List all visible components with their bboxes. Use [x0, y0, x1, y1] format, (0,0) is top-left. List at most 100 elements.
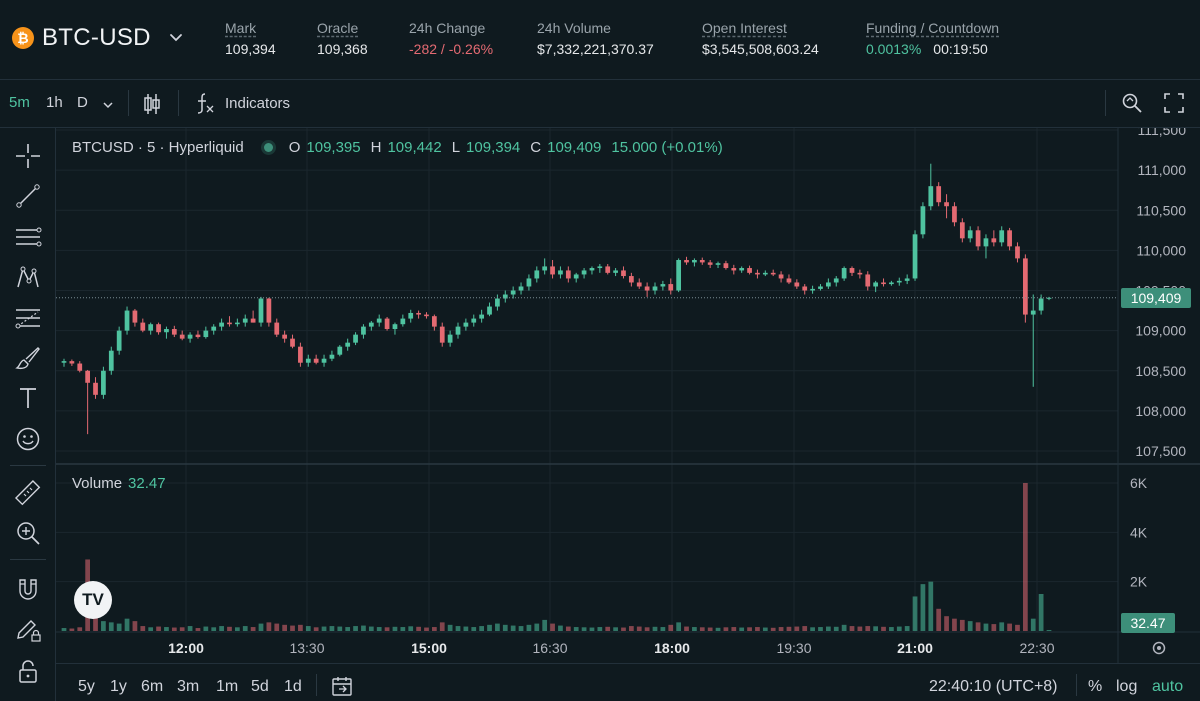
pair-selector[interactable]: ₿ BTC-USD — [12, 24, 185, 52]
volume-bar — [416, 626, 421, 631]
candle-body — [487, 306, 492, 315]
candle-body — [621, 270, 626, 277]
price-chart[interactable]: 111,500111,000110,500110,000109,500109,0… — [56, 128, 1200, 663]
stat-label[interactable]: Oracle — [317, 20, 359, 36]
candle-body — [1038, 298, 1044, 311]
candle-body — [723, 263, 729, 269]
volume-bar — [912, 596, 918, 631]
low-value: 109,394 — [466, 139, 521, 156]
candle-body — [384, 318, 390, 330]
candle-body — [770, 272, 776, 275]
volume-bar — [692, 627, 697, 631]
candle-body — [684, 260, 689, 263]
trendline-tool[interactable] — [12, 180, 44, 212]
projection-tool[interactable] — [12, 302, 44, 334]
volume-bar — [621, 627, 626, 631]
candle-body — [959, 222, 965, 239]
bitcoin-icon: ₿ — [12, 27, 34, 49]
candle-body — [526, 278, 532, 287]
fullscreen-icon[interactable] — [1163, 92, 1185, 114]
interval-1h[interactable]: 1h — [46, 94, 63, 111]
candle-body — [983, 238, 989, 247]
candle-body — [376, 318, 382, 323]
volume-bar — [770, 627, 776, 631]
chevron-down-icon[interactable] — [101, 98, 115, 112]
auto-toggle[interactable]: auto — [1152, 678, 1184, 695]
volume-bar — [471, 627, 477, 631]
indicators-button[interactable]: Indicators — [195, 91, 290, 115]
volume-bar — [195, 628, 201, 631]
symbol-label: BTCUSD · 5 · Hyperliquid — [72, 139, 244, 156]
volume-bar — [518, 626, 524, 631]
brush-icon — [15, 347, 40, 370]
volume-bar — [613, 627, 618, 631]
candle-body — [447, 334, 453, 343]
volume-bar — [873, 626, 879, 631]
candle-body — [171, 329, 177, 335]
volume-bar — [959, 619, 965, 631]
go-to-date-icon[interactable] — [331, 675, 353, 697]
range-1m[interactable]: 1m — [216, 678, 239, 695]
volume-bar — [739, 627, 745, 631]
lock-drawing-tool[interactable] — [12, 614, 44, 646]
candle-body — [676, 260, 682, 291]
candle-body — [881, 282, 886, 285]
range-6m[interactable]: 6m — [141, 678, 164, 695]
range-3m[interactable]: 3m — [177, 678, 200, 695]
volume-bar — [668, 624, 674, 631]
drawing-toolbar — [0, 128, 56, 701]
change-value: 15.000 (+0.01%) — [611, 139, 723, 156]
candle-body — [794, 282, 800, 287]
candle-body — [148, 324, 154, 331]
magnet-tool[interactable] — [12, 574, 44, 606]
volume-bar — [69, 628, 75, 631]
chevron-down-icon[interactable] — [167, 29, 185, 47]
log-toggle[interactable]: log — [1116, 678, 1138, 695]
volume-bar — [108, 622, 114, 631]
candle-body — [755, 272, 760, 275]
volume-bar — [715, 627, 721, 631]
volume-bar — [534, 623, 540, 631]
zoom-in-tool[interactable] — [12, 517, 44, 549]
clock-timezone[interactable]: 22:40:10 (UTC+8) — [929, 678, 1058, 695]
magic-zoom-icon[interactable] — [1120, 91, 1144, 115]
volume-bar — [589, 627, 595, 631]
candle-body — [550, 266, 555, 275]
range-5y[interactable]: 5y — [78, 678, 95, 695]
text-tool[interactable] — [12, 382, 44, 414]
lock-tool[interactable] — [12, 655, 44, 687]
brush-tool[interactable] — [12, 342, 44, 374]
measure-tool[interactable] — [12, 477, 44, 509]
candle-body — [392, 324, 398, 330]
volume-tick-label: 4K — [1130, 524, 1148, 540]
interval-5m[interactable]: 5m — [9, 94, 30, 111]
interval-d[interactable]: D — [77, 94, 88, 111]
stat-label[interactable]: Funding / Countdown — [866, 20, 1000, 36]
time-tick-label: 21:00 — [897, 640, 933, 656]
stat-label[interactable]: Mark — [225, 20, 257, 36]
range-1d[interactable]: 1d — [284, 678, 302, 695]
candle-body — [518, 286, 524, 291]
bottombar-divider — [316, 674, 317, 696]
volume-bar — [242, 626, 248, 631]
range-1y[interactable]: 1y — [110, 678, 127, 695]
percent-toggle[interactable]: % — [1088, 678, 1103, 695]
tradingview-logo[interactable]: TV — [74, 581, 112, 619]
tool-divider — [10, 465, 46, 466]
range-5d[interactable]: 5d — [251, 678, 269, 695]
current-volume-tag: 32.47 — [1121, 613, 1175, 633]
stat-label[interactable]: Open Interest — [702, 20, 787, 36]
candlestick-type-icon[interactable] — [142, 92, 162, 116]
pattern-tool[interactable] — [12, 261, 44, 293]
horizontal-lines-tool[interactable] — [12, 221, 44, 253]
volume-bar — [203, 626, 209, 631]
volume-bar — [849, 626, 855, 631]
pair-name: BTC-USD — [42, 24, 151, 51]
volume-bar — [628, 626, 634, 631]
volume-bar — [140, 626, 146, 631]
volume-bar — [904, 626, 910, 631]
volume-bar — [652, 626, 658, 631]
emoji-tool[interactable] — [12, 423, 44, 455]
volume-bar — [219, 626, 224, 631]
crosshair-tool[interactable] — [12, 140, 44, 172]
